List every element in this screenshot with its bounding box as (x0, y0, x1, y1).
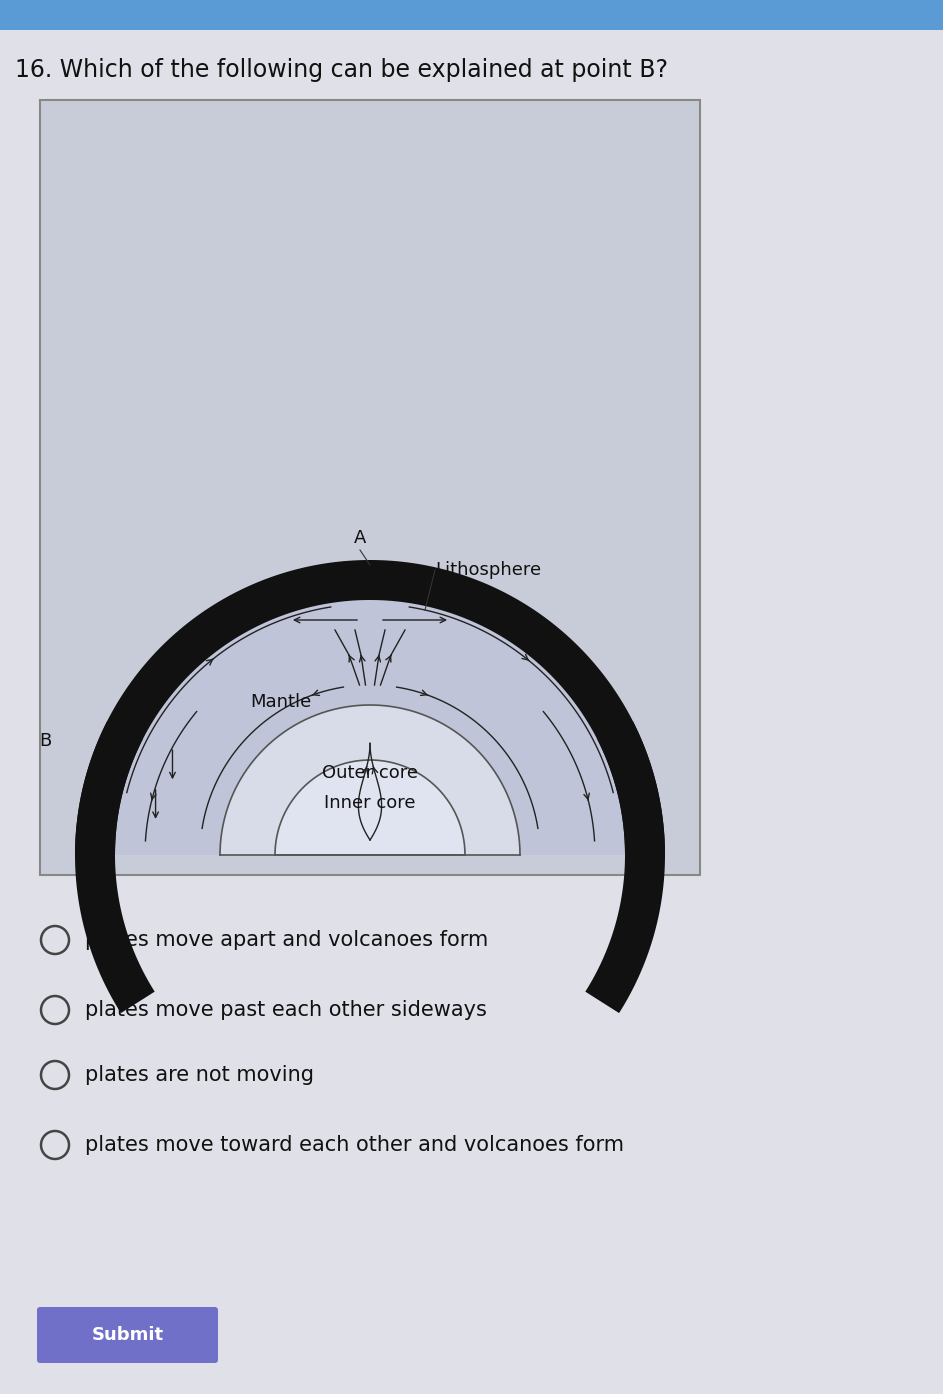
Text: Mantle: Mantle (250, 693, 311, 711)
Text: plates move toward each other and volcanoes form: plates move toward each other and volcan… (85, 1135, 624, 1156)
Text: plates move apart and volcanoes form: plates move apart and volcanoes form (85, 930, 488, 949)
Bar (40, 100, 700, 875)
Text: 16. Which of the following can be explained at point B?: 16. Which of the following can be explai… (15, 59, 668, 82)
Bar (0, 0, 943, 31)
FancyBboxPatch shape (37, 1308, 218, 1363)
Text: plates are not moving: plates are not moving (85, 1065, 314, 1085)
Text: B: B (40, 732, 52, 750)
Polygon shape (220, 705, 520, 855)
Polygon shape (586, 721, 665, 1013)
Text: Lithosphere: Lithosphere (435, 560, 541, 579)
Polygon shape (75, 560, 665, 855)
Polygon shape (75, 721, 155, 1013)
Text: A: A (354, 528, 366, 546)
Polygon shape (115, 599, 625, 855)
Text: Outer core: Outer core (322, 764, 418, 782)
Text: plates move past each other sideways: plates move past each other sideways (85, 999, 487, 1020)
Text: Inner core: Inner core (324, 793, 416, 811)
Text: Submit: Submit (91, 1326, 163, 1344)
Polygon shape (275, 760, 465, 855)
